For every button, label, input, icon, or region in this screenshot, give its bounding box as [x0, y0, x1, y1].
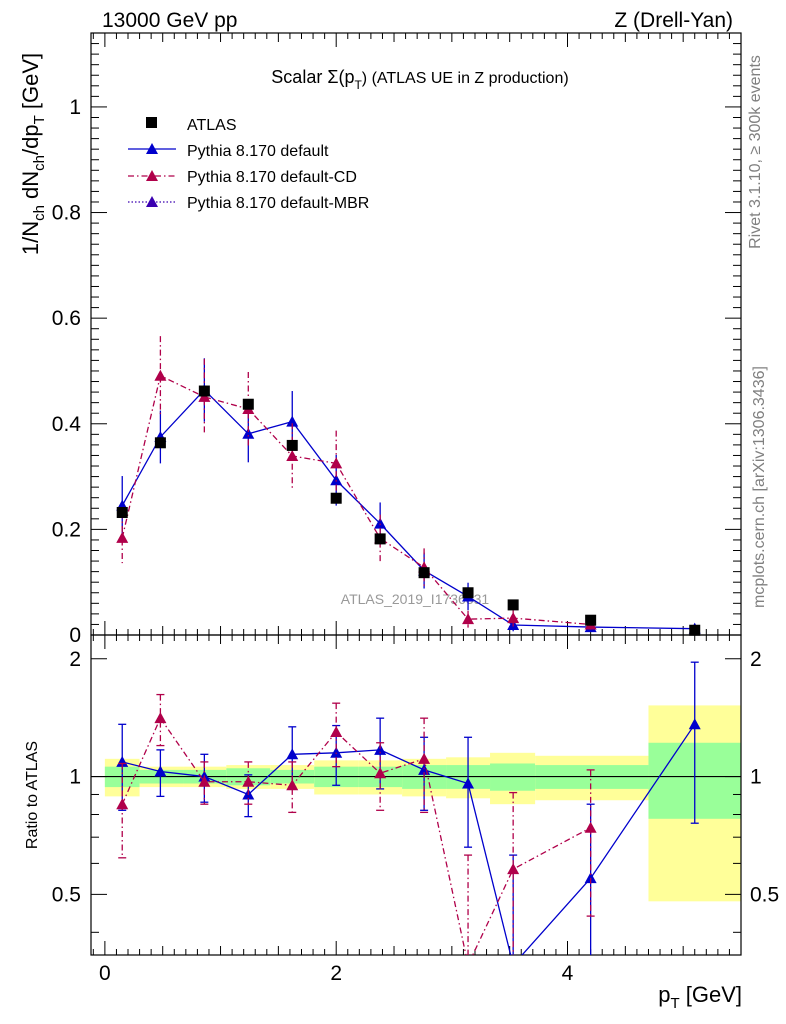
- legend-label-default: Pythia 8.170 default: [187, 143, 329, 160]
- atlas-data: [116, 385, 701, 636]
- ratio-point: [507, 863, 520, 875]
- ratio-point: [242, 775, 255, 787]
- legend-entry-default: Pythia 8.170 default: [128, 143, 329, 160]
- legend-label-default-mbr: Pythia 8.170 default-MBR: [187, 195, 369, 212]
- legend-marker-default: [146, 143, 158, 154]
- main-panel: 0 2 400.20.40.60.81: [52, 32, 742, 985]
- ratio-point: [154, 712, 167, 724]
- ratio-point: [374, 743, 387, 755]
- y-axis-label: 1/Nch dNch/dpT [GeV]: [18, 53, 48, 255]
- y-tick-label: 0: [69, 624, 81, 647]
- ratio-panel: 0.5 0.5 1 1 2 2: [52, 634, 779, 956]
- atlas-point: [198, 385, 210, 397]
- ratio-series-group: [116, 661, 701, 955]
- x-tick-label: 4: [562, 962, 574, 985]
- atlas-point: [507, 599, 519, 611]
- series-point: [330, 457, 343, 469]
- series-point: [507, 612, 520, 624]
- legend-marker-default-mbr: [146, 196, 158, 207]
- ratio-point: [286, 748, 299, 760]
- ratio-point: [374, 767, 387, 779]
- ratio-point: [330, 746, 343, 758]
- ratio-tick-label-left: 1: [69, 766, 81, 789]
- atlas-point: [330, 492, 342, 504]
- atlas-point: [374, 533, 386, 545]
- ratio-point: [330, 725, 343, 737]
- x-tick-label: 2: [330, 962, 342, 985]
- rivet-label: Rivet 3.1.10, ≥ 300k events: [747, 55, 764, 249]
- ratio-point: [116, 755, 129, 767]
- series-point: [374, 517, 387, 529]
- ratio-point: [688, 718, 701, 730]
- atlas-point: [242, 398, 254, 410]
- atlas-point: [286, 439, 298, 451]
- svg-text:1/Nch dNch/dpT [GeV]: 1/Nch dNch/dpT [GeV]: [18, 53, 48, 255]
- ratio-point: [154, 765, 167, 777]
- legend-entry-atlas: ATLAS: [146, 117, 237, 134]
- atlas-point: [418, 567, 430, 579]
- legend-entry-default-cd: Pythia 8.170 default-CD: [128, 169, 357, 186]
- y-tick-label: 0.2: [52, 518, 81, 541]
- ratio-point: [198, 775, 211, 787]
- y-tick-label: 0.6: [52, 307, 81, 330]
- series-point: [462, 613, 475, 625]
- plot-title: Scalar Σ(pT) (ATLAS UE in Z production): [271, 67, 568, 92]
- ratio-series-0: [116, 661, 701, 955]
- series-point: [330, 474, 343, 486]
- y-tick-label: 0.4: [52, 413, 82, 436]
- series-point: [116, 531, 129, 543]
- ratio-point: [286, 779, 299, 791]
- atlas-point: [689, 624, 701, 636]
- legend-label-atlas: ATLAS: [187, 117, 237, 134]
- ratio-series-line: [122, 723, 696, 955]
- mcplots-label: mcplots.cern.ch [arXiv:1306.3436]: [751, 366, 768, 608]
- legend: ATLAS Pythia 8.170 default Pythia 8.170 …: [128, 117, 369, 212]
- ratio-point: [584, 872, 597, 884]
- series-point: [242, 427, 255, 439]
- ratio-tick-label-left: 0.5: [52, 883, 81, 906]
- analysis-watermark: ATLAS_2019_I1736531: [341, 591, 490, 607]
- legend-entry-default-mbr: Pythia 8.170 default-MBR: [128, 195, 369, 212]
- process-label: Z (Drell-Yan): [614, 9, 733, 32]
- ratio-frame: [90, 634, 742, 956]
- legend-marker-atlas: [146, 117, 157, 128]
- ratio-point: [462, 777, 475, 789]
- ratio-point: [418, 752, 431, 764]
- series-point: [154, 369, 167, 381]
- beam-label: 13000 GeV pp: [102, 9, 237, 32]
- legend-marker-default-cd: [146, 170, 158, 181]
- ratio-tick-label-left: 2: [69, 648, 81, 671]
- legend-label-default-cd: Pythia 8.170 default-CD: [187, 169, 357, 186]
- y-tick-label: 1: [69, 96, 81, 119]
- ratio-point: [116, 798, 129, 810]
- ratio-point: [584, 821, 597, 833]
- series-point: [286, 415, 299, 427]
- atlas-point: [462, 587, 474, 599]
- series-point: [286, 449, 299, 461]
- series-1: [116, 336, 597, 630]
- x-tick-label: 0: [99, 962, 111, 985]
- ratio-tick-label-right: 1: [750, 766, 762, 789]
- ratio-series-1: [116, 693, 597, 955]
- atlas-point: [154, 437, 166, 449]
- atlas-point: [585, 614, 597, 626]
- y-tick-label: 0.8: [52, 202, 81, 225]
- x-axis-label: pT [GeV]: [658, 982, 742, 1012]
- ratio-axis-label: Ratio to ATLAS: [24, 741, 41, 849]
- ratio-tick-label-right: 0.5: [750, 883, 779, 906]
- ratio-tick-label-right: 2: [750, 648, 762, 671]
- atlas-point: [116, 506, 128, 518]
